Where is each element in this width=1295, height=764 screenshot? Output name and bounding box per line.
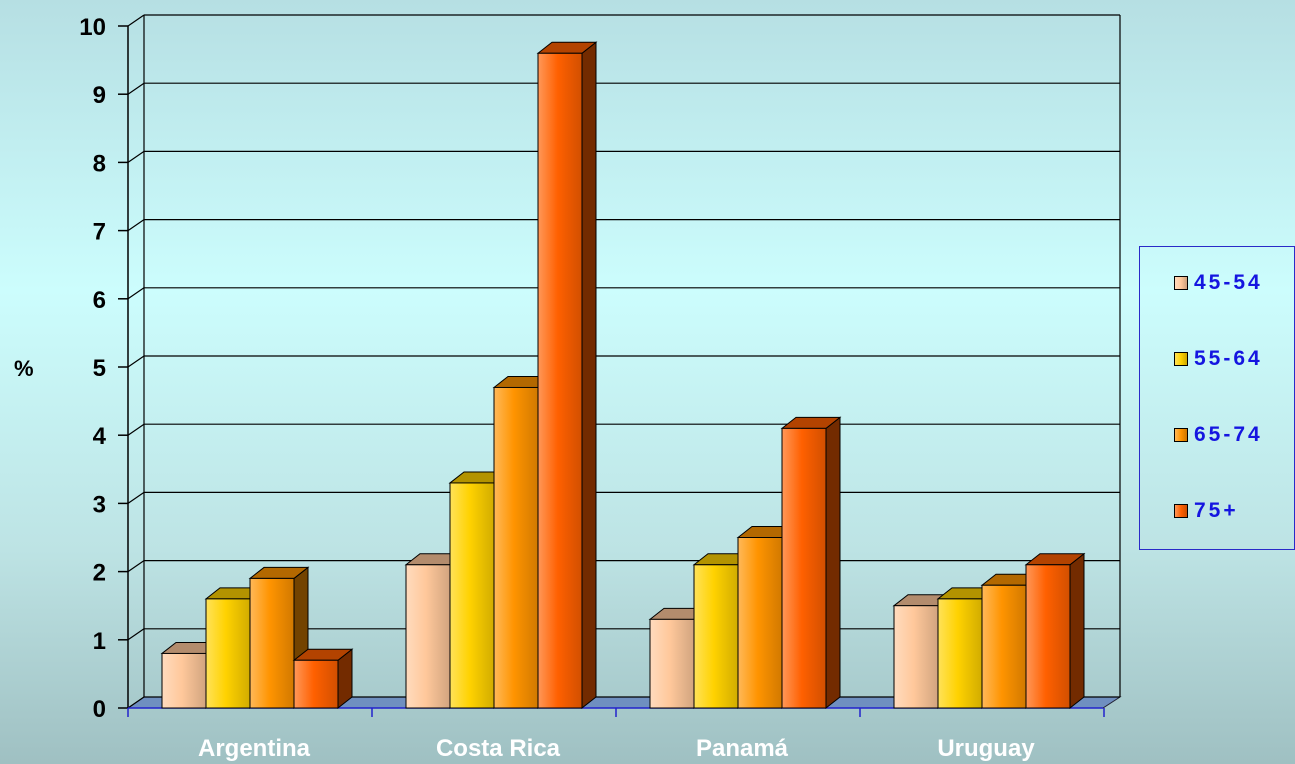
bar-front — [449, 482, 495, 709]
bar-front — [693, 564, 739, 709]
legend-item: 75+ — [1174, 499, 1239, 523]
y-tick-label: 0 — [93, 696, 106, 723]
legend-swatch — [1174, 352, 1188, 366]
bar — [248, 566, 310, 710]
y-tick-label: 5 — [93, 355, 106, 382]
gridline-side — [127, 82, 145, 95]
bar-front — [493, 386, 539, 709]
x-category-label: Costa Rica — [436, 735, 561, 762]
bar-front — [161, 652, 207, 709]
bar-front — [293, 659, 339, 709]
bar — [1024, 552, 1086, 710]
y-tick-label: 3 — [93, 491, 106, 518]
gridline-side — [127, 287, 145, 300]
legend-label: 45-54 — [1194, 271, 1263, 294]
gridline-side — [127, 560, 145, 573]
gridline-side — [127, 219, 145, 232]
x-axis-categories: Argentina Costa Rica Panamá Uruguay — [198, 735, 1035, 762]
bar-front — [649, 618, 695, 709]
legend-item: 45-54 — [1174, 271, 1263, 295]
gridline-side — [127, 491, 145, 504]
y-tick-label: 8 — [93, 150, 106, 177]
bar-side — [581, 41, 597, 710]
legend-swatch — [1174, 504, 1188, 518]
bar-side — [1069, 552, 1085, 710]
legend-swatch — [1174, 276, 1188, 290]
bar-front — [981, 584, 1027, 709]
bar-front — [781, 427, 827, 709]
bar-front — [937, 598, 983, 709]
x-category-label: Panamá — [696, 735, 789, 762]
legend: 45-54 55-64 65-74 75+ — [1139, 246, 1295, 550]
gridline-side — [127, 150, 145, 163]
bar — [292, 648, 354, 710]
y-axis-ticks: 0 1 2 3 4 5 6 7 8 9 10 — [79, 14, 106, 723]
y-tick-label: 9 — [93, 82, 106, 109]
bar-side — [825, 416, 841, 710]
bar-front — [249, 577, 295, 709]
legend-swatch — [1174, 428, 1188, 442]
bar — [536, 41, 598, 710]
gridline-side — [127, 14, 145, 27]
bar — [780, 416, 842, 710]
bar-front — [405, 564, 451, 709]
y-tick-label: 1 — [93, 628, 106, 655]
bar-front — [1025, 564, 1071, 709]
x-category-label: Argentina — [198, 735, 311, 762]
legend-label: 75+ — [1194, 499, 1239, 522]
y-tick-label: 7 — [93, 219, 106, 246]
bar-front — [737, 537, 783, 709]
bar-front — [205, 598, 251, 709]
legend-label: 65-74 — [1194, 423, 1263, 446]
y-axis-label: % — [14, 356, 34, 381]
gridline-side — [127, 355, 145, 368]
bar-front — [537, 52, 583, 709]
y-tick-label: 4 — [93, 423, 107, 450]
x-category-label: Uruguay — [937, 735, 1035, 762]
y-tick-label: 6 — [93, 287, 106, 314]
y-tick-label: 10 — [79, 14, 106, 41]
gridline-side — [127, 628, 145, 641]
gridline-side — [127, 423, 145, 436]
bars — [160, 41, 1086, 710]
legend-label: 55-64 — [1194, 347, 1263, 370]
legend-item: 65-74 — [1174, 423, 1263, 447]
legend-item: 55-64 — [1174, 347, 1263, 371]
gridline-side — [127, 696, 145, 709]
bar-front — [893, 605, 939, 709]
y-tick-label: 2 — [93, 560, 106, 587]
